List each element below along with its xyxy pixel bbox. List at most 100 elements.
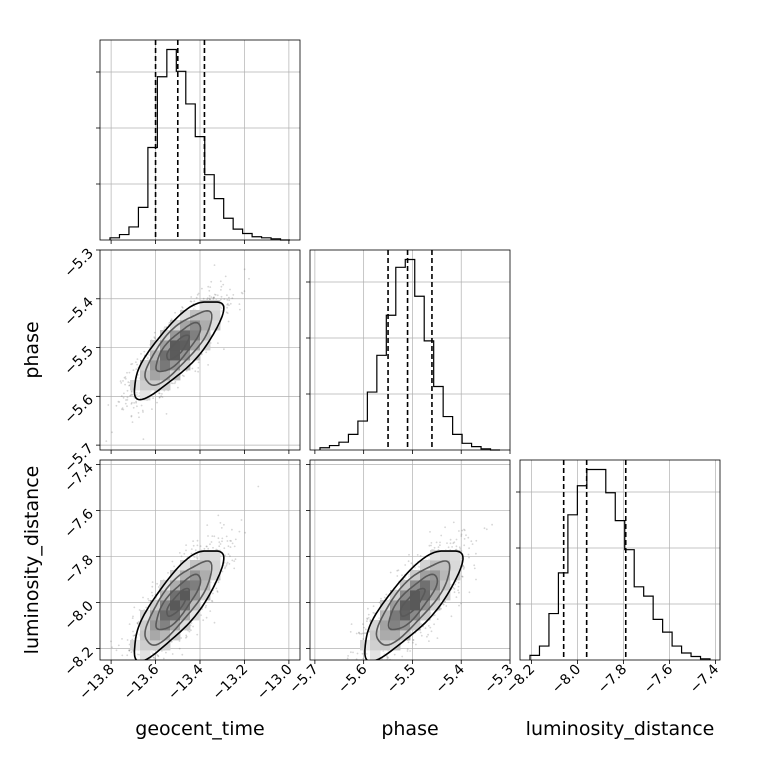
contour-level-2 <box>155 321 202 373</box>
sample-point <box>167 572 169 574</box>
sample-point <box>471 543 474 545</box>
sample-point <box>458 591 460 594</box>
sample-point <box>455 596 458 598</box>
sample-point <box>223 348 225 351</box>
sample-point <box>128 623 131 625</box>
sample-point <box>367 607 369 610</box>
sample-point <box>356 652 359 655</box>
sample-point <box>151 581 154 583</box>
sample-point <box>135 400 138 403</box>
sample-point <box>225 564 228 567</box>
sample-point <box>185 634 188 637</box>
sample-point <box>467 553 470 556</box>
sample-point <box>138 392 141 394</box>
sample-point <box>158 392 161 395</box>
sample-point <box>355 661 357 663</box>
sample-point <box>141 409 144 412</box>
sample-point <box>137 622 139 625</box>
sample-point <box>131 638 134 641</box>
sample-point <box>367 613 370 616</box>
sample-point <box>460 535 463 537</box>
sample-point <box>161 393 163 395</box>
sample-point <box>195 296 198 299</box>
sample-point <box>165 651 167 654</box>
sample-point <box>206 297 209 300</box>
sample-point <box>140 353 142 355</box>
sample-point <box>126 399 129 401</box>
sample-point <box>119 380 122 382</box>
sample-point <box>208 289 211 292</box>
sample-point <box>194 549 197 552</box>
sample-point <box>210 334 213 336</box>
contour-level-4 <box>133 301 225 401</box>
sample-point <box>202 619 205 622</box>
sample-point <box>383 596 386 599</box>
sample-point <box>136 393 138 396</box>
sample-point <box>211 600 214 603</box>
sample-point <box>143 661 145 663</box>
sample-point <box>151 585 154 588</box>
sample-point <box>430 630 433 633</box>
sample-point <box>178 647 181 650</box>
sample-point <box>185 635 188 638</box>
sample-point <box>454 583 457 586</box>
sample-point <box>221 540 223 543</box>
panel-background <box>520 460 720 660</box>
sample-point <box>134 661 136 663</box>
density-cell <box>190 350 201 361</box>
sample-point <box>137 412 140 414</box>
sample-point <box>124 383 126 386</box>
sample-point <box>215 587 218 590</box>
sample-point <box>408 553 410 556</box>
sample-point <box>238 530 241 533</box>
sample-point <box>157 586 160 588</box>
sample-point <box>131 421 134 423</box>
sample-point <box>197 367 200 369</box>
sample-point <box>138 653 141 656</box>
sample-point <box>218 545 221 548</box>
sample-point <box>193 300 196 302</box>
sample-point <box>181 653 184 656</box>
sample-point <box>347 665 349 667</box>
sample-point <box>364 665 366 667</box>
sample-point <box>136 363 139 366</box>
sample-point <box>424 627 427 630</box>
sample-point <box>243 268 246 271</box>
sample-point <box>128 384 131 387</box>
sample-point <box>352 651 354 654</box>
sample-point <box>462 565 465 568</box>
sample-point <box>125 399 127 401</box>
sample-point <box>453 541 456 544</box>
sample-point <box>131 663 133 665</box>
sample-point <box>209 610 212 612</box>
sample-point <box>138 669 140 671</box>
sample-point <box>366 663 368 665</box>
sample-point <box>205 545 208 548</box>
sample-point <box>340 670 342 672</box>
sample-point <box>180 555 183 558</box>
sample-point <box>126 405 128 408</box>
sample-point <box>180 637 183 639</box>
sample-point <box>142 411 144 413</box>
sample-point <box>135 368 138 370</box>
sample-point <box>219 543 222 545</box>
sample-point <box>210 280 213 283</box>
sample-point <box>143 350 146 353</box>
sample-point <box>210 296 213 298</box>
sample-point <box>130 403 133 405</box>
sample-point <box>152 397 155 399</box>
sample-point <box>350 651 352 654</box>
sample-point <box>379 668 381 670</box>
sample-point <box>229 555 231 558</box>
sample-point <box>442 603 445 606</box>
sample-point <box>165 326 168 328</box>
sample-point <box>136 661 138 663</box>
sample-point <box>207 285 210 288</box>
sample-point <box>460 533 463 536</box>
sample-point <box>226 303 229 305</box>
sample-point <box>129 394 132 397</box>
sample-point <box>132 406 135 409</box>
sample-point <box>219 280 222 283</box>
sample-point <box>196 539 199 542</box>
sample-point <box>463 529 466 532</box>
